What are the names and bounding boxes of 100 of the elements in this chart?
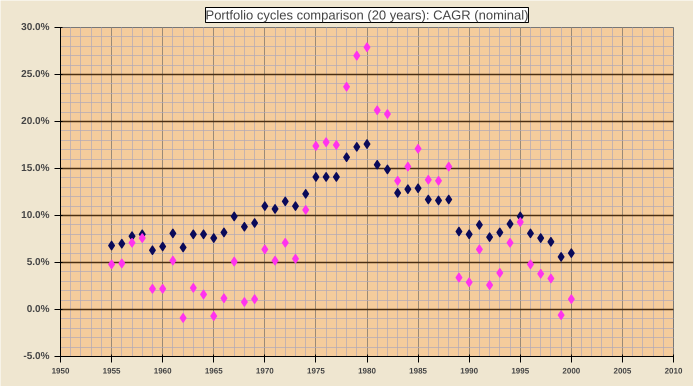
point [332,172,340,182]
point [240,296,248,307]
point [322,137,330,148]
y-tick-label: 15.0% [21,163,50,174]
point [322,172,330,182]
point [282,238,289,248]
point [169,256,176,266]
x-tick-label: 1965 [204,366,224,376]
point [496,268,504,278]
point [568,248,575,258]
y-tick-label: -5.0% [23,351,50,362]
x-tick-label: 1955 [102,366,122,376]
x-tick-label: 1995 [511,366,530,376]
x-tick-label: 2000 [562,366,581,376]
point [476,220,483,230]
point [476,244,483,254]
point [526,259,534,270]
point [200,229,208,240]
point [537,268,544,279]
point [506,238,514,248]
point [486,280,494,290]
point [230,211,238,222]
point [108,259,116,270]
point [332,140,340,150]
point [394,188,402,198]
point [506,218,514,229]
point [261,201,268,212]
point [200,289,208,300]
point [384,108,391,119]
point [108,240,116,251]
point [261,244,268,254]
point [292,201,299,212]
point [353,50,360,61]
point [374,105,381,116]
x-tick-label: 2010 [664,366,683,376]
point [128,238,136,248]
y-tick-label: 30.0% [21,22,50,33]
x-tick-label: 1970 [256,366,274,376]
point [190,229,197,240]
point [558,252,565,262]
point [118,258,126,268]
point [148,245,156,256]
point [272,256,279,266]
x-tick-label: 1960 [154,366,172,376]
x-tick-label: 1950 [52,366,70,376]
x-tick-label: 1980 [358,366,376,376]
point [251,294,258,304]
point [496,227,504,238]
point [414,183,422,194]
point [220,227,228,238]
y-tick-label: 25.0% [21,69,50,80]
point [118,238,126,249]
point [394,176,402,186]
point [455,226,462,236]
point [180,312,187,323]
point [292,254,299,264]
x-tick-label: 1990 [460,366,479,376]
point [424,194,432,205]
x-tick-label: 1985 [409,366,428,376]
y-tick-label: 0.0% [26,304,50,315]
point [445,162,452,172]
point [159,242,166,252]
point [558,310,565,320]
point [220,293,228,304]
point [138,233,146,244]
point [343,152,350,162]
y-tick-label: 20.0% [21,116,50,127]
point [169,228,176,238]
point [547,236,554,247]
point [312,172,320,182]
point [230,256,238,267]
point [526,228,534,238]
chart-title: Portfolio cycles comparison (20 years): CAGR (nominal) [206,8,528,22]
point [384,164,391,174]
point [148,284,156,294]
point [516,217,524,228]
point [537,233,544,244]
point [568,294,575,304]
y-tick-label: 10.0% [21,210,50,221]
point [353,142,360,152]
point [272,204,279,214]
point [404,184,412,194]
point [343,82,350,92]
point [445,194,452,205]
point [435,195,442,206]
point [312,140,320,151]
point [466,277,473,288]
point [159,284,166,294]
point [424,174,432,185]
point [210,311,218,322]
point [190,282,197,293]
x-tick-label: 2005 [614,366,632,376]
point [486,232,494,242]
x-tick-label: 1975 [307,366,326,376]
point [455,272,462,283]
point [240,222,248,232]
point [210,233,218,244]
point [180,242,187,252]
point [251,218,258,228]
point [404,162,412,172]
